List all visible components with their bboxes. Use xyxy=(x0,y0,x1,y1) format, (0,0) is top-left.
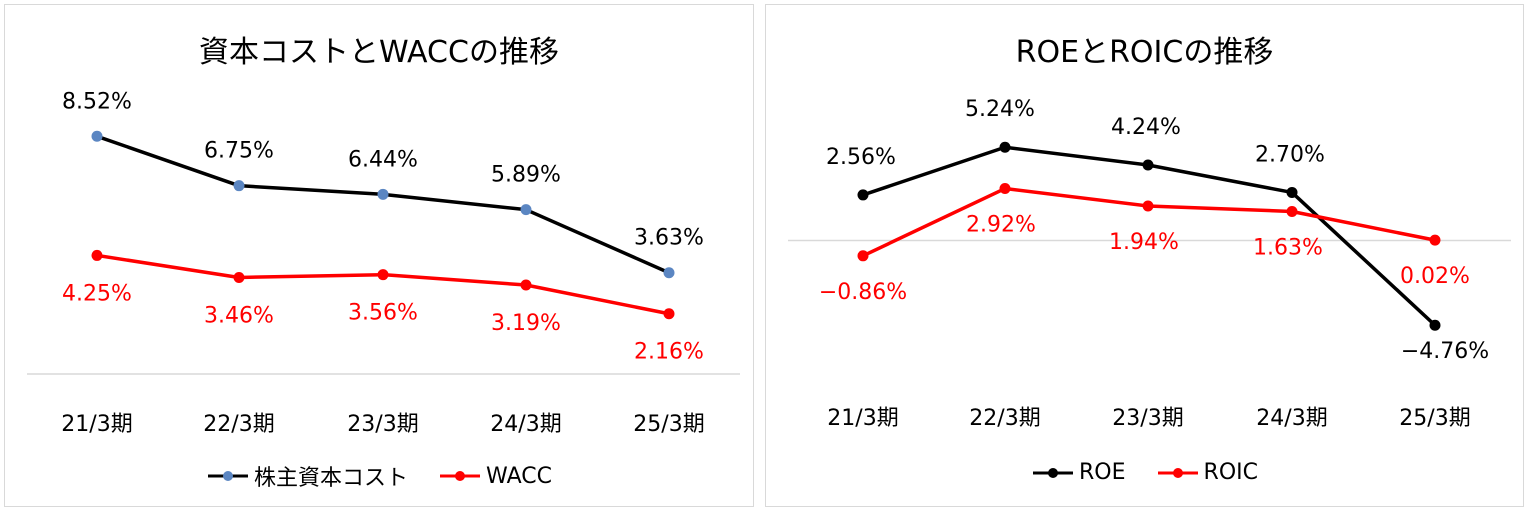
x-tick-label: 21/3期 xyxy=(827,406,898,431)
data-point xyxy=(999,183,1011,195)
legend-swatch-wacc xyxy=(440,471,481,481)
data-label: 3.63% xyxy=(634,226,704,251)
data-point xyxy=(520,279,532,291)
x-tick-label: 22/3期 xyxy=(969,406,1040,431)
chart-title: ROEとROICの推移 xyxy=(1015,35,1274,70)
data-label: 3.56% xyxy=(348,301,418,326)
x-tick-label: 23/3期 xyxy=(347,412,418,437)
data-label: 8.52% xyxy=(62,89,132,114)
legend-item-equity-cost: 株主資本コスト xyxy=(206,460,408,492)
legend-item-roic: ROIC xyxy=(1156,460,1258,485)
legend-swatch-roe xyxy=(1033,467,1074,478)
data-point xyxy=(663,267,675,279)
legend-item-roe: ROE xyxy=(1031,460,1126,485)
data-point xyxy=(377,269,389,281)
data-point xyxy=(1286,186,1298,198)
x-tick-label: 25/3期 xyxy=(1399,406,1470,431)
data-label: −0.86% xyxy=(819,280,907,305)
line-chart-cost-of-capital: 21/3期 22/3期 23/3期 24/3期 25/3期 8.52% 6.75% 6.44%… xyxy=(27,89,740,437)
legend-label: 株主資本コスト xyxy=(254,466,409,491)
x-tick-label: 21/3期 xyxy=(61,412,132,437)
x-tick-label: 23/3期 xyxy=(1112,406,1183,431)
data-point xyxy=(857,250,869,262)
data-point xyxy=(1142,200,1154,212)
chart-panel-roe-roic: ROEとROICの推移 21/3期 22/3期 23/3期 24/3期 25/3期 2.5… xyxy=(765,4,1524,507)
data-label: 2.70% xyxy=(1255,142,1325,167)
data-label: 4.25% xyxy=(62,281,132,306)
data-label: 6.75% xyxy=(204,139,274,164)
x-tick-label: 24/3期 xyxy=(490,412,561,437)
data-point xyxy=(91,130,103,142)
data-point xyxy=(1429,234,1441,246)
data-label: −4.76% xyxy=(1401,339,1489,364)
data-point xyxy=(1142,159,1154,171)
x-tick-label: 25/3期 xyxy=(633,412,704,437)
data-label: 5.24% xyxy=(965,97,1035,122)
data-label: 5.89% xyxy=(491,163,561,188)
data-label: 2.56% xyxy=(826,145,896,170)
data-label: 4.24% xyxy=(1111,115,1181,140)
data-point xyxy=(663,308,675,320)
line-chart-roe-roic: 21/3期 22/3期 23/3期 24/3期 25/3期 2.56% 5.24% 4.24%… xyxy=(788,97,1511,431)
chart-title: 資本コストとWACCの推移 xyxy=(199,35,559,70)
legend-item-wacc: WACC xyxy=(438,460,552,492)
data-label: 2.92% xyxy=(966,213,1036,238)
legend-label: ROE xyxy=(1079,460,1126,485)
x-tick-label: 24/3期 xyxy=(1256,406,1327,431)
legend: 株主資本コスト WACC xyxy=(5,460,753,492)
data-label: 3.19% xyxy=(491,311,561,336)
legend-label: ROIC xyxy=(1203,460,1258,485)
legend-swatch-roic xyxy=(1157,467,1198,478)
data-point xyxy=(377,188,389,200)
chart-panel-cost-of-capital: 資本コストとWACCの推移 21/3期 22/3期 23/3期 24/3期 25/3期 8… xyxy=(4,4,754,507)
data-label: 3.46% xyxy=(204,303,274,328)
data-label: 1.63% xyxy=(1253,235,1323,260)
legend-label: WACC xyxy=(486,463,552,489)
data-point xyxy=(233,180,245,192)
data-point xyxy=(857,189,869,201)
data-point xyxy=(999,141,1011,153)
data-point xyxy=(91,249,103,261)
data-point xyxy=(520,204,532,216)
legend: ROE ROIC xyxy=(766,460,1523,485)
data-label: 1.94% xyxy=(1109,230,1179,255)
legend-swatch-equity-cost xyxy=(208,471,249,481)
data-point xyxy=(1429,319,1441,331)
data-point xyxy=(233,271,245,283)
data-label: 0.02% xyxy=(1400,264,1470,289)
data-point xyxy=(1286,205,1298,217)
data-label: 2.16% xyxy=(634,340,704,365)
data-label: 6.44% xyxy=(348,147,418,172)
x-tick-label: 22/3期 xyxy=(203,412,274,437)
